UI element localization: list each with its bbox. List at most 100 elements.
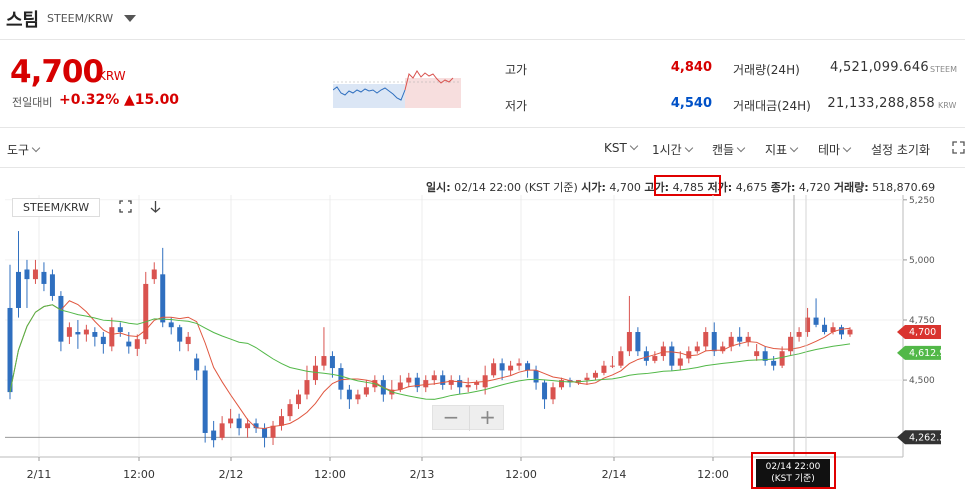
reference-price-tag: 4,262.256 [909, 432, 957, 443]
candle-body [83, 329, 89, 335]
zoom-controls: − + [432, 405, 505, 431]
candle-body [211, 430, 217, 441]
candle-body [516, 363, 522, 366]
candle-body [771, 360, 777, 366]
candle-body [720, 346, 726, 352]
chart-symbol-tag: STEEM/KRW [12, 198, 101, 217]
candle-body [652, 356, 658, 361]
zoom-out-button[interactable]: − [442, 405, 460, 429]
candle-body [66, 327, 72, 337]
chart-type-menu[interactable]: 캔들 [712, 141, 746, 158]
candle-body [635, 332, 641, 352]
candle-body [762, 351, 768, 361]
candle-body [694, 346, 700, 352]
price-unit: KRW [98, 69, 126, 83]
candle-body [58, 295, 64, 342]
candle-body [185, 336, 191, 345]
candle-body [7, 307, 13, 393]
candle-body [363, 387, 369, 395]
coin-name: 스팀 [6, 10, 40, 31]
pair-dropdown-icon[interactable] [124, 15, 136, 22]
highlight-box-date [751, 452, 836, 489]
candle-body [49, 274, 55, 296]
candle-body [338, 368, 344, 390]
candle-body [550, 387, 556, 400]
last-price-tag: 4,700 [909, 327, 936, 338]
candle-body [406, 377, 412, 383]
fullscreen-icon[interactable] [952, 141, 965, 154]
y-tick-label: 4,500 [909, 376, 935, 386]
candle-body [618, 351, 624, 366]
tools-menu[interactable]: 도구 [7, 141, 41, 158]
candle-body [41, 271, 47, 284]
candle-body [270, 425, 276, 438]
volume-value: 4,521,099.646 [829, 60, 929, 75]
candle-body [542, 382, 548, 400]
chart-toolbar: 도구 KST 1시간 캔들 지표 테마 설정 초기화 [0, 128, 965, 168]
candle-body [745, 336, 751, 342]
candle-body [177, 327, 183, 342]
candle-body [533, 370, 539, 383]
expand-icon[interactable] [119, 200, 132, 213]
candle-body [703, 332, 709, 347]
theme-menu[interactable]: 테마 [818, 141, 852, 158]
candle-body [279, 416, 285, 426]
candle-body [508, 365, 514, 371]
candle-body [788, 336, 794, 352]
candle-body [796, 332, 802, 337]
candle-body [711, 332, 717, 352]
candle-body [287, 404, 293, 417]
highlight-box-high [654, 175, 721, 196]
high-label: 고가 [505, 63, 528, 77]
candle-body [474, 382, 480, 385]
candle-body [754, 351, 760, 357]
candle-body [194, 358, 200, 371]
candle-body [295, 394, 301, 405]
reset-settings-button[interactable]: 설정 초기화 [871, 143, 931, 157]
candle-body [117, 327, 123, 333]
indicator-menu[interactable]: 지표 [765, 141, 799, 158]
ticker-panel: 4,700 KRW 전일대비 +0.32% ▲15.00 고가 4,840 저가… [0, 40, 965, 128]
pair-label: STEEM/KRW [47, 12, 114, 25]
change-amount: ▲15.00 [124, 92, 180, 108]
download-icon[interactable] [149, 200, 162, 214]
candle-body [830, 327, 836, 333]
amount-label: 거래대금(24H) [733, 99, 811, 113]
volume-unit: STEEM [930, 65, 957, 74]
candle-body [525, 363, 531, 371]
candle-body [440, 375, 446, 385]
ma-price-tag: 4,612.9 [909, 348, 945, 359]
zoom-in-button[interactable]: + [469, 406, 505, 431]
candle-body [737, 336, 743, 342]
sparkline-chart [333, 70, 461, 108]
candle-body [822, 324, 828, 333]
interval-menu[interactable]: 1시간 [652, 141, 693, 158]
y-tick-label: 5,250 [909, 196, 935, 206]
chevron-down-icon [736, 143, 746, 153]
candle-body [151, 269, 157, 280]
candle-body [414, 377, 420, 388]
candle-body [236, 418, 242, 429]
candle-body [813, 317, 819, 325]
candle-body [643, 351, 649, 361]
x-tick-label: 2/11 [27, 468, 52, 481]
candle-body [304, 380, 310, 395]
candle-body [75, 332, 81, 335]
candle-body [728, 336, 734, 347]
candle-body [321, 356, 327, 366]
candle-body [626, 332, 632, 352]
candle-body [312, 365, 318, 381]
candlestick-chart[interactable]: 5,250 5,000 4,750 4,500 2/11 12:00 2/12 12:00 2/… [0, 195, 965, 489]
y-tick-label: 5,000 [909, 256, 935, 266]
x-tick-label: 12:00 [314, 468, 346, 481]
candle-body [584, 377, 590, 381]
ma-short-line [9, 300, 851, 430]
x-tick-label: 12:00 [505, 468, 537, 481]
timezone-menu[interactable]: KST [604, 141, 639, 155]
candle-body [805, 317, 811, 333]
candle-body [253, 423, 259, 429]
x-tick-label: 2/14 [602, 468, 627, 481]
chevron-down-icon [842, 143, 852, 153]
high-value: 4,840 [670, 60, 712, 75]
candle-body [143, 283, 149, 340]
